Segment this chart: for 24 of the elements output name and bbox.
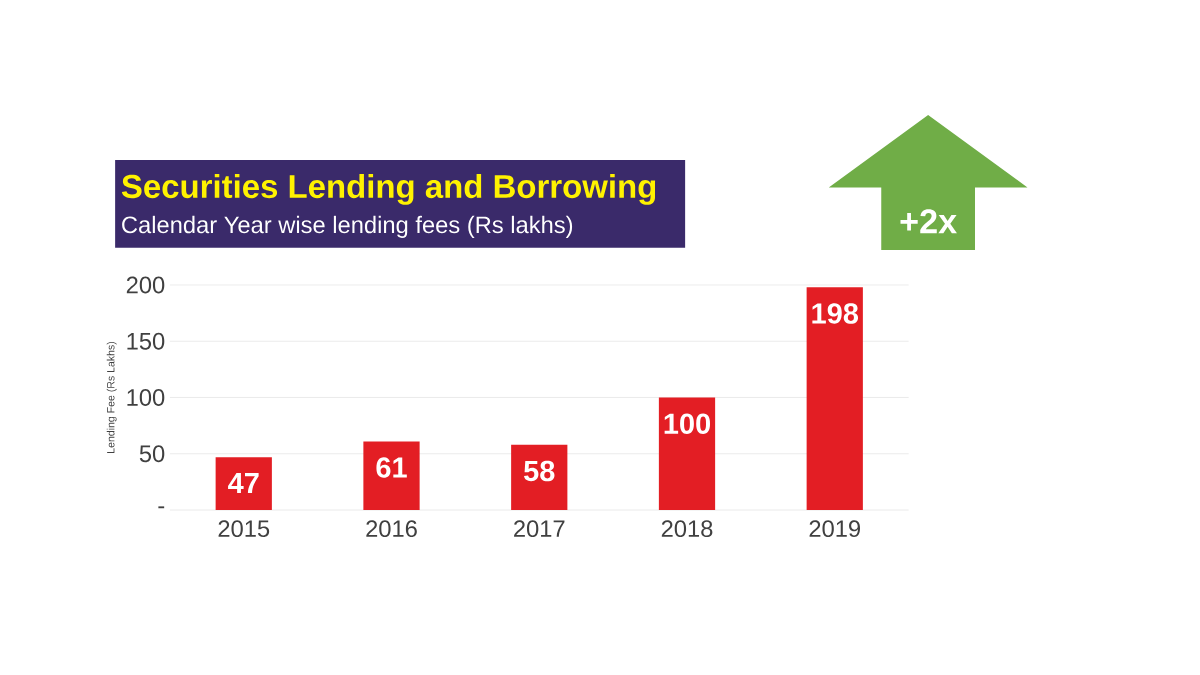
data-label: 61: [376, 457, 407, 478]
bar: [511, 444, 568, 510]
bar: [215, 457, 272, 510]
y-axis-title: Lending Fee (Rs Lakhs): [106, 341, 117, 453]
chart-title: Securities Lending and Borrowing: [121, 173, 656, 205]
bar: [806, 287, 863, 510]
data-label: 58: [524, 460, 555, 482]
y-tick-label: -: [158, 506, 165, 509]
data-label: 198: [812, 303, 859, 324]
x-tick-label: 2019: [809, 520, 861, 538]
text: +2x: [900, 209, 957, 234]
x-tick-label: 2015: [218, 520, 270, 538]
bar: [658, 397, 716, 510]
data-label: 100: [664, 413, 710, 434]
y-tick-label: 100: [127, 389, 165, 406]
x-tick-label: 2018: [661, 520, 713, 538]
y-tick-label: 150: [127, 332, 165, 350]
y-tick-label: 200: [126, 276, 165, 294]
x-tick-label: 2017: [514, 520, 565, 538]
bar: [363, 441, 420, 510]
data-label: 47: [228, 473, 259, 493]
y-tick-label: 50: [139, 445, 165, 463]
x-tick-label: 2016: [366, 520, 417, 538]
chart-subtitle: Calendar Year wise lending fees (Rs lakhs): [122, 215, 573, 238]
